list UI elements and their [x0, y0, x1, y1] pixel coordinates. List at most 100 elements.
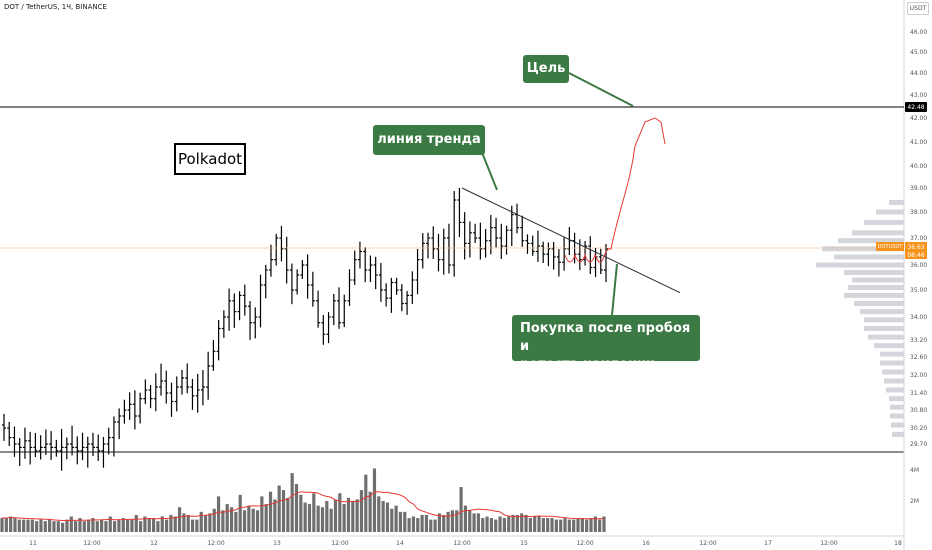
level-badge-bg [905, 101, 927, 112]
volume-bar [546, 518, 550, 532]
volume-profile-row [889, 199, 904, 205]
volume-bar [91, 518, 95, 532]
volume-bar [260, 496, 264, 532]
candle [54, 439, 59, 457]
trendline-note: линия тренда [373, 125, 485, 155]
time-scale-label: 18 [894, 540, 902, 547]
volume-bar [82, 521, 86, 532]
volume-bar [403, 511, 407, 532]
candle [483, 229, 488, 258]
candle [562, 237, 567, 271]
volume-bar [281, 490, 286, 532]
candle [159, 363, 164, 396]
volume-bar [221, 510, 225, 532]
volume-bar [346, 497, 351, 532]
candle [363, 247, 368, 283]
candle [49, 431, 54, 460]
volume-bar [533, 516, 537, 532]
time-scale-label: 12 [150, 540, 158, 547]
symbol-badge-bg [876, 241, 904, 251]
volume-bar [125, 519, 130, 532]
candle [462, 212, 467, 260]
candle [185, 363, 190, 394]
price-scale-label: 32.00 [910, 372, 927, 379]
volume-profile-row [874, 343, 904, 349]
price-scale-label: 38.00 [910, 209, 927, 216]
volume-profile-row [852, 230, 904, 236]
volume-bar [143, 516, 147, 532]
volume-axis-labels: 4M 2M [910, 467, 919, 505]
candle [352, 250, 357, 285]
volume-bar [541, 518, 545, 532]
candle [321, 314, 326, 345]
price-labels: 46.00 45.00 44.00 43.00 42.00 41.00 40.00 39.00… [910, 29, 927, 448]
volume-bar [593, 516, 597, 532]
volume-profile-row [822, 246, 904, 252]
volume-bar [407, 518, 411, 532]
volume-bar [100, 519, 104, 532]
volume-profile-row [868, 334, 904, 340]
candle [337, 287, 342, 329]
candle [331, 293, 336, 326]
price-scale-label: 41.00 [910, 139, 927, 146]
candle [452, 191, 457, 277]
volume-bar [524, 514, 528, 532]
candle [567, 226, 572, 256]
candle [410, 271, 415, 305]
volume-bar [87, 519, 91, 532]
volume-profile-row [876, 209, 904, 215]
symbol-header[interactable]: DOT / TetherUS, 1Ч, BINANCE [4, 3, 107, 11]
forecast-path [564, 117, 666, 263]
candle [583, 241, 588, 266]
time-labels: 11 12:00 12 12:00 13 12:00 14 12:00 15 12:00 16 12:… [29, 540, 902, 547]
price-scale-label: 29.70 [910, 441, 927, 448]
candle [253, 307, 258, 339]
candle [232, 293, 237, 328]
volume-bar [247, 505, 251, 532]
volume-profile-row [890, 413, 904, 419]
volume-bar [138, 521, 143, 532]
volume-bar [30, 519, 34, 532]
volume-bar [255, 510, 260, 532]
volume-bar [95, 521, 99, 532]
volume-bar [182, 513, 186, 532]
candle [143, 379, 148, 405]
time-scale-label: 12:00 [207, 540, 224, 547]
volume-bar [264, 504, 268, 532]
price-scale-label: 35.00 [910, 287, 927, 294]
volume-bar [351, 501, 355, 532]
candle [441, 228, 446, 275]
candle [457, 187, 462, 238]
candle [263, 264, 268, 299]
candle [394, 277, 399, 295]
currency-button[interactable]: USDT [907, 2, 929, 15]
volume-bar [238, 494, 242, 532]
candle [551, 241, 556, 270]
volume-bar [39, 519, 43, 532]
volume-bar [52, 521, 56, 532]
price-scale-label: 43.00 [910, 92, 927, 99]
buy-note-line-1: Покупка после пробоя и [520, 321, 691, 354]
time-scale-label: 12:00 [331, 540, 348, 547]
volume-bar [420, 514, 424, 532]
volume-bar [550, 518, 554, 532]
level-badge-text: 42.48 [907, 104, 924, 111]
volume-bar [78, 518, 82, 532]
volume-bar [286, 497, 290, 532]
volume-bar [463, 505, 468, 532]
volume-bar [563, 518, 567, 532]
candle [242, 284, 247, 316]
volume-bar [195, 519, 199, 532]
volume-bar [390, 508, 394, 532]
price-scale-label: 46.00 [910, 29, 927, 36]
candle [436, 233, 441, 272]
volume-bar [312, 493, 316, 532]
volume-bar [498, 516, 502, 532]
volume-bar [229, 507, 234, 532]
volume-bar [520, 513, 524, 532]
candle [373, 256, 378, 290]
volume-bar [0, 518, 4, 532]
volume-bar [355, 499, 359, 532]
